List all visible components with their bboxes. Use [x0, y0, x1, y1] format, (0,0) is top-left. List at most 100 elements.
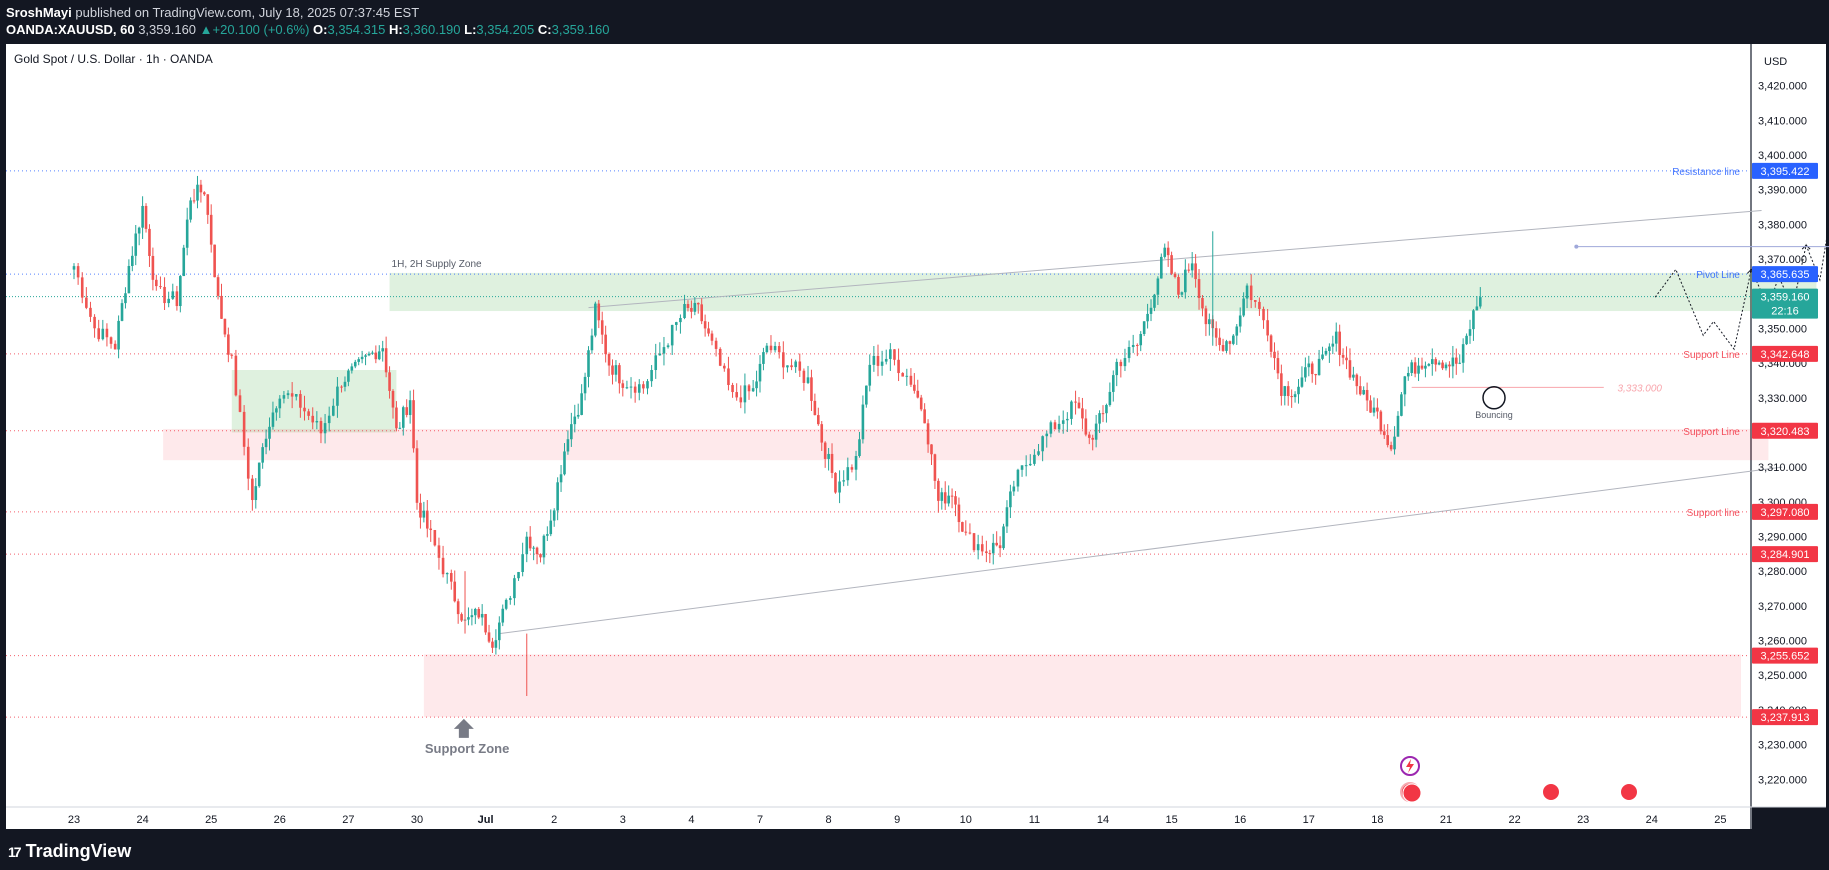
- candle[interactable]: [257, 462, 261, 488]
- candle[interactable]: [943, 481, 947, 510]
- candle[interactable]: [381, 340, 384, 362]
- candle[interactable]: [954, 491, 957, 517]
- candle[interactable]: [238, 389, 242, 413]
- candle[interactable]: [117, 315, 120, 359]
- candle[interactable]: [220, 283, 223, 319]
- candle[interactable]: [633, 381, 637, 403]
- candle[interactable]: [1427, 362, 1431, 367]
- candle[interactable]: [861, 395, 865, 444]
- candle[interactable]: [1061, 410, 1065, 434]
- candle[interactable]: [813, 393, 817, 416]
- candle[interactable]: [559, 465, 563, 492]
- candle[interactable]: [611, 359, 614, 385]
- price-tag[interactable]: [1752, 647, 1818, 664]
- candle[interactable]: [1376, 398, 1379, 419]
- candle[interactable]: [842, 470, 845, 487]
- candle[interactable]: [1276, 350, 1280, 380]
- candle[interactable]: [1091, 434, 1095, 451]
- candle[interactable]: [535, 546, 539, 565]
- candle[interactable]: [275, 406, 278, 421]
- candle[interactable]: [192, 188, 196, 204]
- candle[interactable]: [1396, 411, 1400, 437]
- candle[interactable]: [762, 347, 765, 371]
- candle[interactable]: [97, 319, 100, 342]
- zone-3[interactable]: [423, 654, 1741, 717]
- candle[interactable]: [144, 203, 148, 233]
- candle[interactable]: [1472, 309, 1475, 341]
- candle[interactable]: [517, 571, 520, 581]
- candle[interactable]: [343, 376, 347, 392]
- event-icons[interactable]: [1400, 756, 1639, 803]
- candle[interactable]: [940, 487, 944, 510]
- candle[interactable]: [590, 328, 594, 354]
- candle[interactable]: [1094, 414, 1098, 448]
- last-price-tag[interactable]: [1752, 288, 1818, 319]
- candle[interactable]: [1345, 346, 1348, 370]
- candle[interactable]: [988, 549, 992, 564]
- candle[interactable]: [1070, 400, 1073, 425]
- candle[interactable]: [1358, 376, 1362, 396]
- zone-1[interactable]: [231, 370, 397, 433]
- candle[interactable]: [254, 478, 258, 509]
- candle[interactable]: [1045, 430, 1049, 448]
- candle[interactable]: [747, 383, 751, 400]
- candle[interactable]: [876, 344, 880, 377]
- candle[interactable]: [820, 421, 824, 451]
- candle[interactable]: [213, 244, 216, 278]
- candle[interactable]: [1379, 409, 1383, 435]
- price-tag[interactable]: [1752, 266, 1818, 283]
- candle[interactable]: [230, 353, 234, 359]
- candle[interactable]: [751, 379, 755, 392]
- candle[interactable]: [1448, 361, 1451, 378]
- candle[interactable]: [683, 294, 686, 320]
- candle[interactable]: [972, 532, 976, 553]
- zone-2[interactable]: [163, 428, 1769, 461]
- candle[interactable]: [398, 421, 402, 430]
- candle[interactable]: [675, 321, 678, 331]
- candle[interactable]: [576, 403, 580, 419]
- candle[interactable]: [880, 350, 884, 376]
- candle[interactable]: [666, 343, 670, 349]
- candle[interactable]: [700, 298, 703, 325]
- candle[interactable]: [961, 521, 964, 533]
- candle[interactable]: [134, 224, 138, 266]
- candle[interactable]: [782, 341, 785, 380]
- candle[interactable]: [85, 287, 88, 310]
- candle[interactable]: [131, 246, 134, 272]
- candle[interactable]: [159, 276, 162, 290]
- candle[interactable]: [1228, 340, 1232, 355]
- candle[interactable]: [1098, 410, 1101, 433]
- candle[interactable]: [1475, 296, 1479, 311]
- candle[interactable]: [1218, 328, 1221, 351]
- candle[interactable]: [834, 472, 837, 494]
- candle[interactable]: [498, 616, 501, 650]
- candle[interactable]: [1177, 274, 1180, 299]
- candle[interactable]: [838, 470, 841, 504]
- candle[interactable]: [299, 390, 302, 418]
- candle[interactable]: [155, 274, 158, 291]
- candle[interactable]: [790, 358, 793, 371]
- candle[interactable]: [508, 595, 512, 605]
- candle[interactable]: [1111, 370, 1115, 402]
- candle[interactable]: [1081, 397, 1084, 430]
- candle[interactable]: [600, 311, 604, 345]
- candle[interactable]: [234, 349, 238, 397]
- price-tag[interactable]: [1752, 162, 1818, 179]
- candle[interactable]: [1341, 348, 1345, 365]
- candle[interactable]: [846, 457, 850, 486]
- candle[interactable]: [429, 520, 433, 542]
- candle[interactable]: [120, 299, 124, 322]
- candle[interactable]: [347, 368, 350, 387]
- candle[interactable]: [607, 352, 611, 376]
- candle[interactable]: [450, 569, 453, 590]
- candle[interactable]: [1084, 409, 1088, 437]
- candle[interactable]: [556, 477, 559, 521]
- candle[interactable]: [868, 354, 872, 392]
- candle[interactable]: [1101, 405, 1105, 423]
- candle[interactable]: [735, 383, 738, 401]
- candle[interactable]: [332, 398, 335, 417]
- candle[interactable]: [1458, 354, 1462, 365]
- candle[interactable]: [905, 368, 909, 386]
- candle[interactable]: [1286, 381, 1290, 406]
- candle[interactable]: [1009, 484, 1012, 519]
